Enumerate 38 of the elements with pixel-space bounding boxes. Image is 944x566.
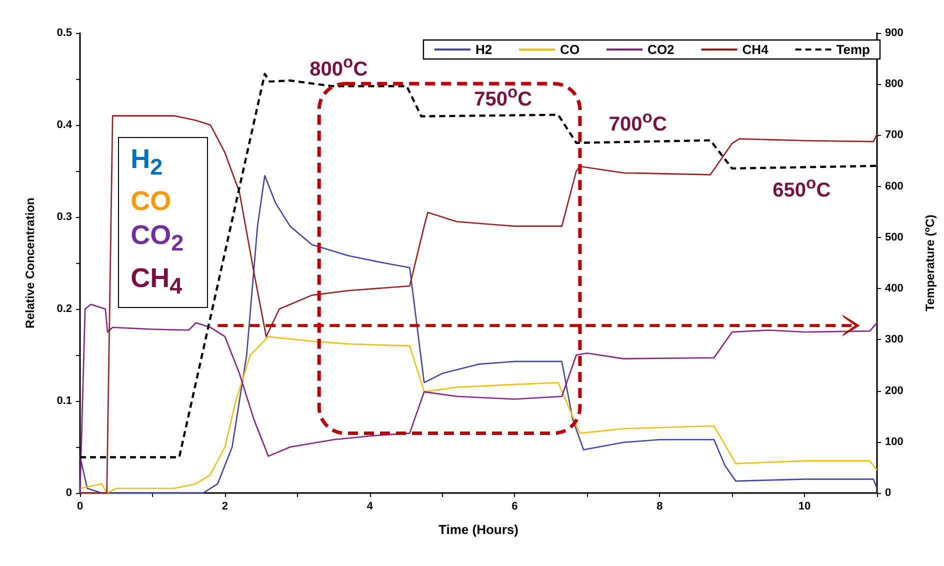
annotation: CH$_{4}$ [130,262,184,300]
legend-label: H2 [475,42,492,57]
y2-axis-title: Temperature (oC) [922,214,937,312]
y-tick-label: 0.3 [56,211,72,223]
y-tick-label: 0 [66,487,72,499]
annotation: 800$^{o}$C [310,52,368,82]
x-tick-label: 6 [512,500,518,512]
x-tick-label: 10 [798,500,811,512]
annotation: 700$^{o}$C [608,108,667,137]
annotation: CO [130,185,172,218]
y-tick-label: 0.1 [56,395,72,407]
legend-label: CH4 [742,42,770,57]
legend-label: CO2 [648,42,674,57]
y2-tick-label: 600 [885,180,904,192]
x-tick-label: 8 [656,500,663,512]
annotation: 650$^{o}$C [772,173,831,202]
legend-label: CO [560,42,580,57]
x-tick-label: 4 [366,500,374,512]
y2-tick-label: 100 [885,436,904,448]
y2-tick-label: 900 [885,27,904,39]
y2-tick-label: 500 [885,231,904,244]
y2-tick-label: 0 [885,487,892,499]
x-tick-label: 2 [222,500,228,512]
x-tick-label: 0 [76,500,84,512]
y2-tick-label: 400 [885,282,904,295]
y2-tick-label: 200 [885,384,904,397]
legend-label: Temp [836,42,870,57]
y-tick-label: 0.4 [56,119,73,131]
y2-tick-label: 300 [885,334,904,346]
y-tick-label: 0.2 [56,303,72,315]
y-tick-label: 0.5 [56,27,72,39]
annotation: H$_{2}$ [130,142,164,182]
x-axis-title: Time (Hours) [438,522,518,537]
y-axis-title: Relative Concentration [23,198,37,328]
annotation: CO$_{2}$ [130,219,185,258]
y2-tick-label: 700 [885,129,904,142]
y2-tick-label: 800 [885,78,904,90]
annotation: 750$^{o}$C [474,83,532,112]
